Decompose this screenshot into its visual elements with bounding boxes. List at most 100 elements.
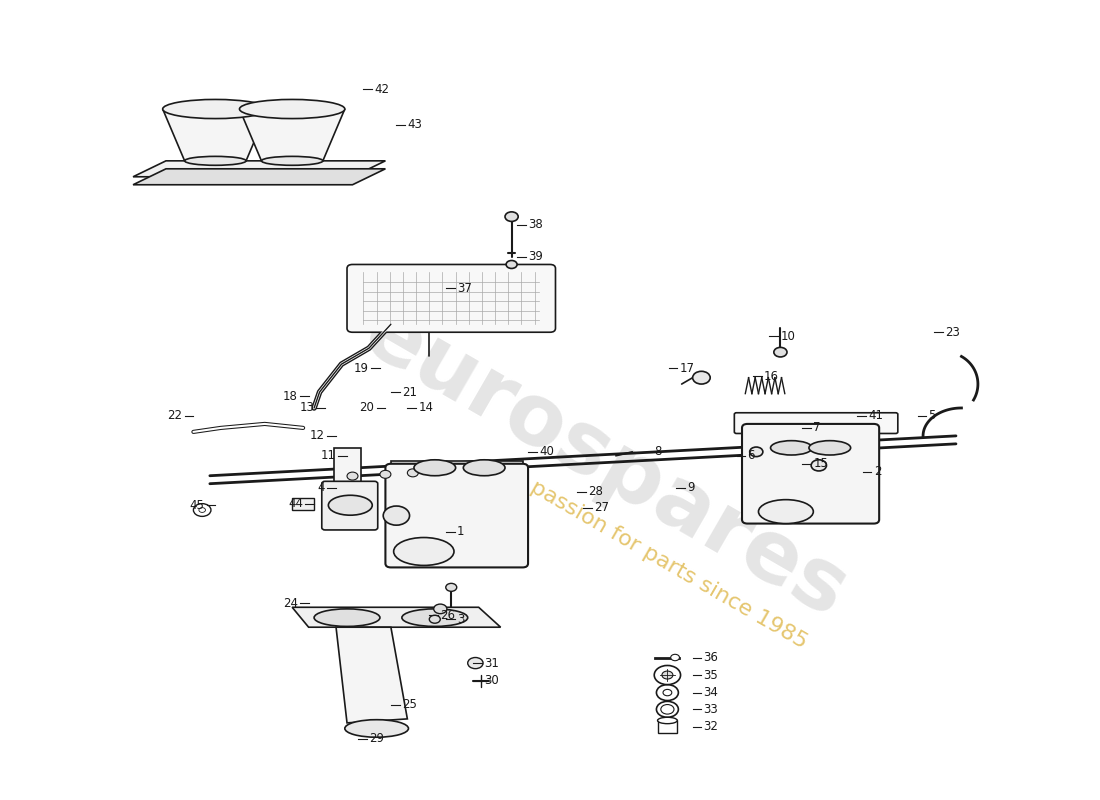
Text: 28: 28 bbox=[588, 485, 603, 498]
Ellipse shape bbox=[163, 99, 268, 118]
Circle shape bbox=[662, 671, 673, 679]
Circle shape bbox=[663, 690, 672, 696]
Text: 31: 31 bbox=[484, 657, 499, 670]
Text: 26: 26 bbox=[440, 609, 455, 622]
Ellipse shape bbox=[414, 460, 455, 476]
Polygon shape bbox=[240, 109, 344, 161]
Text: 35: 35 bbox=[704, 669, 718, 682]
Text: eurospares: eurospares bbox=[349, 292, 861, 636]
Circle shape bbox=[407, 469, 418, 477]
Polygon shape bbox=[133, 169, 385, 185]
Polygon shape bbox=[336, 627, 407, 723]
Text: 16: 16 bbox=[764, 370, 779, 382]
Circle shape bbox=[506, 261, 517, 269]
Polygon shape bbox=[163, 109, 268, 161]
Circle shape bbox=[657, 702, 679, 718]
Text: 40: 40 bbox=[539, 446, 554, 458]
Ellipse shape bbox=[463, 460, 505, 476]
FancyBboxPatch shape bbox=[742, 424, 879, 523]
Circle shape bbox=[433, 604, 447, 614]
Text: 33: 33 bbox=[704, 703, 718, 716]
Text: 2: 2 bbox=[873, 466, 881, 478]
Polygon shape bbox=[133, 161, 385, 177]
Ellipse shape bbox=[344, 720, 408, 738]
Text: 5: 5 bbox=[928, 410, 936, 422]
Text: 37: 37 bbox=[456, 282, 472, 295]
Text: 1: 1 bbox=[456, 525, 464, 538]
FancyBboxPatch shape bbox=[385, 464, 528, 567]
Circle shape bbox=[671, 654, 680, 661]
Ellipse shape bbox=[394, 538, 454, 566]
Text: 9: 9 bbox=[688, 481, 695, 494]
Text: a passion for parts since 1985: a passion for parts since 1985 bbox=[509, 466, 811, 652]
Ellipse shape bbox=[315, 609, 379, 626]
FancyBboxPatch shape bbox=[735, 413, 898, 434]
Text: 34: 34 bbox=[704, 686, 718, 699]
Text: 6: 6 bbox=[748, 450, 755, 462]
Bar bbox=[658, 721, 678, 734]
Text: 32: 32 bbox=[704, 720, 718, 734]
Text: 17: 17 bbox=[680, 362, 694, 374]
Circle shape bbox=[657, 685, 679, 701]
Circle shape bbox=[750, 447, 763, 457]
Text: 22: 22 bbox=[167, 410, 183, 422]
Text: 29: 29 bbox=[368, 732, 384, 746]
Text: 44: 44 bbox=[288, 497, 304, 510]
Text: 7: 7 bbox=[813, 422, 821, 434]
Text: 24: 24 bbox=[283, 597, 298, 610]
FancyBboxPatch shape bbox=[293, 498, 315, 510]
FancyBboxPatch shape bbox=[346, 265, 556, 332]
Text: 45: 45 bbox=[189, 498, 205, 512]
Text: 43: 43 bbox=[407, 118, 422, 131]
Text: 38: 38 bbox=[528, 218, 542, 231]
Text: 39: 39 bbox=[528, 250, 543, 263]
Text: 13: 13 bbox=[299, 402, 315, 414]
Circle shape bbox=[194, 504, 211, 516]
Circle shape bbox=[505, 212, 518, 222]
Circle shape bbox=[468, 658, 483, 669]
Circle shape bbox=[661, 705, 674, 714]
Circle shape bbox=[446, 583, 456, 591]
Text: 12: 12 bbox=[310, 430, 326, 442]
Text: 11: 11 bbox=[321, 450, 336, 462]
Text: 14: 14 bbox=[418, 402, 433, 414]
Text: 18: 18 bbox=[283, 390, 298, 402]
Text: 30: 30 bbox=[484, 674, 499, 687]
Ellipse shape bbox=[240, 99, 344, 118]
FancyBboxPatch shape bbox=[322, 482, 377, 530]
Text: 41: 41 bbox=[868, 410, 883, 422]
Text: 20: 20 bbox=[360, 402, 374, 414]
Polygon shape bbox=[293, 607, 500, 627]
Ellipse shape bbox=[402, 609, 468, 626]
Ellipse shape bbox=[185, 156, 246, 166]
Circle shape bbox=[654, 666, 681, 685]
Text: 23: 23 bbox=[945, 326, 960, 338]
Circle shape bbox=[199, 508, 206, 513]
Ellipse shape bbox=[262, 156, 323, 166]
Text: 36: 36 bbox=[704, 651, 718, 664]
Circle shape bbox=[811, 460, 826, 471]
Text: 19: 19 bbox=[354, 362, 368, 374]
Ellipse shape bbox=[759, 500, 813, 523]
Text: 10: 10 bbox=[780, 330, 795, 342]
Circle shape bbox=[773, 347, 786, 357]
Ellipse shape bbox=[808, 441, 850, 455]
Circle shape bbox=[429, 615, 440, 623]
FancyBboxPatch shape bbox=[390, 462, 522, 476]
Circle shape bbox=[383, 506, 409, 525]
Text: 4: 4 bbox=[318, 481, 326, 494]
Text: 8: 8 bbox=[654, 446, 661, 458]
Text: 27: 27 bbox=[594, 501, 609, 514]
Ellipse shape bbox=[658, 718, 678, 724]
Text: 25: 25 bbox=[402, 698, 417, 711]
Ellipse shape bbox=[770, 441, 812, 455]
Text: 42: 42 bbox=[374, 82, 389, 95]
Text: 15: 15 bbox=[813, 458, 828, 470]
Text: 21: 21 bbox=[402, 386, 417, 398]
Circle shape bbox=[346, 472, 358, 480]
Ellipse shape bbox=[329, 495, 372, 515]
Bar bbox=[333, 448, 361, 504]
Text: 3: 3 bbox=[456, 613, 464, 626]
Circle shape bbox=[693, 371, 711, 384]
Circle shape bbox=[379, 470, 390, 478]
